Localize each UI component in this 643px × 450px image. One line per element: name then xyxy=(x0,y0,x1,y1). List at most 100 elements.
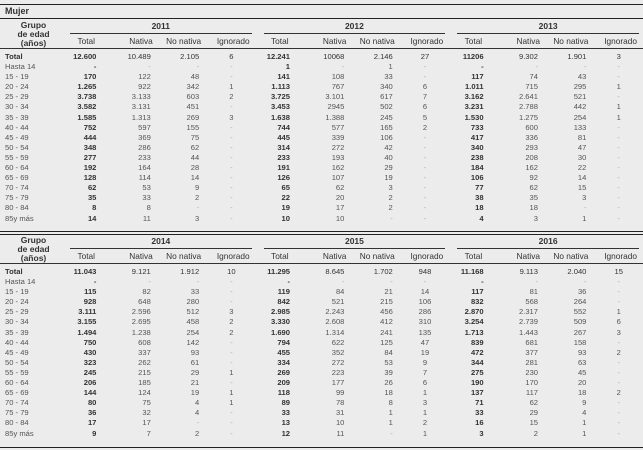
cell-2012-no-nativa: 19 xyxy=(384,173,393,183)
cell-2014-ignorado: - xyxy=(230,378,233,388)
age-group-header-line: (años) xyxy=(20,253,47,263)
table-row: 55 - 59 277 233 44 - 233 193 40 - 238 208 30 - xyxy=(0,153,643,163)
table-row: Hasta 14 - - - - - - - - - - - - xyxy=(0,277,643,287)
cell-2011-no-nativa: 62 xyxy=(190,142,200,152)
cell-2014-nativa: 608 xyxy=(138,337,151,347)
cell-2013-ignorado: - xyxy=(617,132,620,142)
age-group-label: Hasta 14 xyxy=(5,277,36,287)
cell-2016-ignorado: 1 xyxy=(616,307,621,317)
cell-2015-total: 13 xyxy=(281,418,291,428)
cell-2012-nativa: 1.388 xyxy=(325,112,345,122)
cell-2016-ignorado: - xyxy=(617,357,620,367)
cell-2014-total: 80 xyxy=(87,398,97,408)
cell-2014-ignorado: 3 xyxy=(229,307,234,317)
cell-2012-total: 1.113 xyxy=(271,82,290,92)
cell-2013-total: 238 xyxy=(470,152,484,162)
cell-2012-ignorado: - xyxy=(423,183,427,193)
cell-2015-nativa: 1.314 xyxy=(325,327,345,337)
cell-2013-no-nativa: 1.901 xyxy=(567,52,587,61)
cell-2012-total: 19 xyxy=(281,203,290,213)
cell-2014-no-nativa: 61 xyxy=(190,357,200,367)
cell-2013-no-nativa: 1 xyxy=(582,213,587,223)
cell-2013-total: - xyxy=(481,62,484,72)
cell-2014-nativa: 75 xyxy=(142,398,151,408)
cell-2011-total: 128 xyxy=(83,173,97,183)
column-header-row: Total Nativa No nativa Ignorado Total Nativa N… xyxy=(0,249,643,264)
year-header-2013: 2013 xyxy=(449,21,643,34)
cell-2014-no-nativa: 29 xyxy=(190,367,200,377)
column-header-nativa: Nativa xyxy=(516,36,540,46)
cell-2011-ignorado: - xyxy=(230,62,233,72)
table-row: 35 - 39 1.494 1.238 254 2 1.690 1.314 241 135 1.7… xyxy=(0,328,643,338)
cell-2014-total: 11.043 xyxy=(73,267,97,276)
cell-2014-nativa: 2.695 xyxy=(131,317,151,327)
cell-2012-total: 314 xyxy=(277,142,290,152)
cell-2014-ignorado: - xyxy=(230,418,233,428)
cell-2013-ignorado: 1 xyxy=(616,102,621,112)
table-row: 85y más 14 11 3 - 10 10 - - 4 3 1 - xyxy=(0,214,643,224)
cell-2013-ignorado: - xyxy=(617,193,620,203)
cell-2015-ignorado: 1 xyxy=(422,388,428,398)
cell-2016-ignorado: 6 xyxy=(616,317,621,327)
cell-2012-ignorado: 6 xyxy=(422,102,428,112)
year-label: 2012 xyxy=(263,21,446,34)
cell-2014-total: 17 xyxy=(87,418,97,428)
cell-2015-no-nativa: 84 xyxy=(384,347,393,357)
cell-2014-total: 115 xyxy=(84,287,97,297)
cell-2014-nativa: 32 xyxy=(142,408,151,418)
cell-2011-total: 444 xyxy=(83,132,97,142)
cell-2013-no-nativa: 521 xyxy=(573,92,587,102)
cell-2015-no-nativa: 18 xyxy=(384,388,393,398)
cell-2012-ignorado: 5 xyxy=(422,112,428,122)
age-group-label: 70 - 74 xyxy=(5,183,29,193)
cell-2016-nativa: 377 xyxy=(525,347,539,357)
cell-2015-total: 842 xyxy=(277,297,291,307)
cell-2011-ignorado: - xyxy=(230,132,233,142)
cell-2012-ignorado: - xyxy=(423,173,427,183)
cell-2014-total: 750 xyxy=(83,337,97,347)
cell-2014-ignorado: - xyxy=(230,277,233,287)
year-header-row: Grupo de edad (años) 2011 2012 2013 xyxy=(0,21,643,48)
cell-2012-nativa: 20 xyxy=(335,193,345,203)
cell-2015-total: 794 xyxy=(277,337,291,347)
cell-2014-total: 323 xyxy=(83,357,97,367)
cell-2016-ignorado: - xyxy=(617,408,620,418)
cell-2013-ignorado: - xyxy=(617,213,620,223)
cell-2012-no-nativa: 165 xyxy=(380,122,393,132)
cell-2016-no-nativa: 158 xyxy=(573,337,587,347)
cell-2016-ignorado: - xyxy=(617,428,620,438)
cell-2012-no-nativa: 617 xyxy=(380,92,393,102)
table-section-2014-2016: Grupo de edad (años) 2014 2015 2016 Total Nativ… xyxy=(0,236,643,439)
age-group-header-line: de edad xyxy=(17,244,50,254)
year-label: 2011 xyxy=(70,21,252,34)
cell-2013-total: 184 xyxy=(470,163,484,173)
section-separator xyxy=(0,231,643,235)
cell-2012-no-nativa: 33 xyxy=(384,72,393,82)
cell-2012-total: 3.725 xyxy=(270,92,290,102)
cell-2013-nativa: 9.302 xyxy=(518,52,538,61)
cell-2015-ignorado: 1 xyxy=(422,408,428,418)
cell-2016-nativa: 170 xyxy=(525,378,539,388)
table-row: 50 - 54 323 262 61 - 334 272 53 9 344 281 63 - xyxy=(0,358,643,368)
cell-2015-total: 119 xyxy=(277,287,291,297)
cell-2014-nativa: 337 xyxy=(138,347,151,357)
age-group-label: Hasta 14 xyxy=(5,62,36,72)
cell-2012-no-nativa: 1 xyxy=(388,62,393,72)
cell-2014-no-nativa: 19 xyxy=(190,388,200,398)
age-group-label: 25 - 29 xyxy=(5,307,29,317)
cell-2012-nativa: 62 xyxy=(335,183,345,193)
age-group-label: 25 - 29 xyxy=(5,92,29,102)
table-row: Hasta 14 - - - - 1 - 1 - - - - - xyxy=(0,62,643,72)
cell-2011-nativa: 114 xyxy=(138,173,151,183)
cell-2015-total: 12 xyxy=(281,428,291,438)
cell-2016-no-nativa: 9 xyxy=(582,398,587,408)
cell-2013-total: 106 xyxy=(470,173,484,183)
cell-2014-nativa: 215 xyxy=(138,367,151,377)
age-group-label: 70 - 74 xyxy=(5,398,29,408)
cell-2013-ignorado: - xyxy=(617,152,620,162)
cell-2012-nativa: 767 xyxy=(331,82,345,92)
cell-2015-no-nativa: 412 xyxy=(380,317,393,327)
cell-2013-total: 3.162 xyxy=(464,92,484,102)
table-row: 60 - 64 206 185 21 - 209 177 26 6 190 170 20 - xyxy=(0,378,643,388)
table-row: 80 - 84 17 17 - - 13 10 1 2 16 15 1 - xyxy=(0,418,643,428)
